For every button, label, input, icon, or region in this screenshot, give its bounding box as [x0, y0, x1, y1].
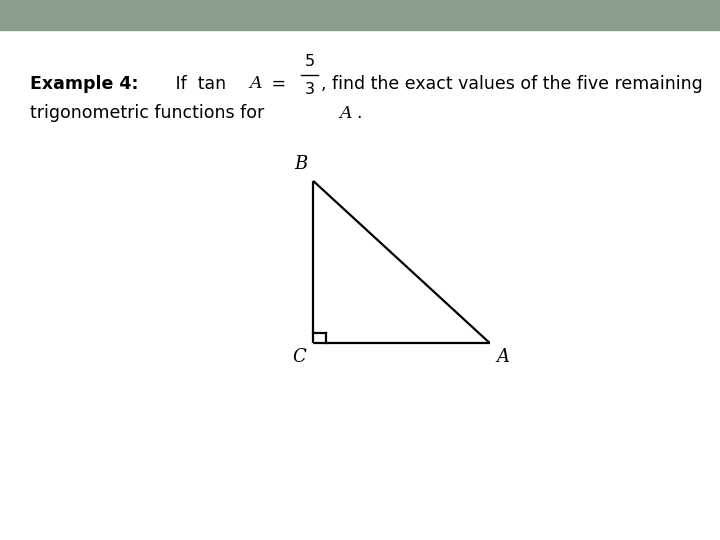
Text: A: A [250, 75, 262, 92]
Text: If  tan: If tan [170, 75, 232, 93]
Text: , find the exact values of the five remaining: , find the exact values of the five rema… [321, 75, 703, 93]
Text: A: A [340, 105, 352, 122]
Text: A: A [497, 348, 510, 366]
Text: trigonometric functions for: trigonometric functions for [30, 104, 270, 123]
Text: Example 4:: Example 4: [30, 75, 139, 93]
Text: .: . [356, 104, 361, 123]
Text: C: C [292, 348, 306, 366]
Text: 3: 3 [305, 82, 315, 97]
Text: =: = [266, 75, 292, 93]
Text: 5: 5 [305, 53, 315, 69]
Text: B: B [294, 155, 307, 173]
